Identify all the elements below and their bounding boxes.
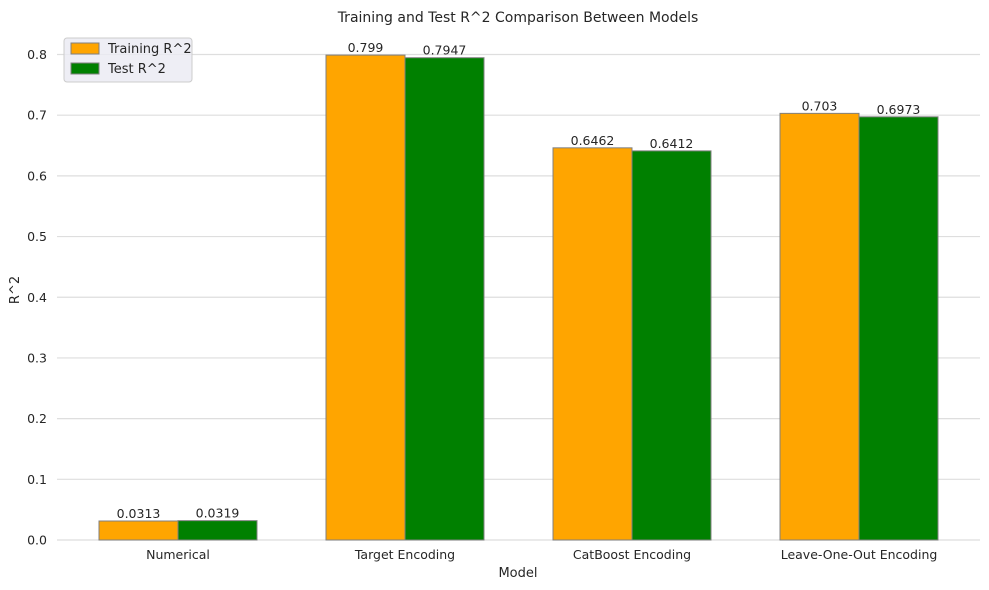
bar-test-2: [631, 150, 712, 541]
bar-value-label: 0.6462: [571, 133, 615, 148]
y-axis-ticks: 0.0 0.1 0.2 0.3 0.4 0.5 0.6 0.7 0.8: [27, 47, 47, 548]
bar-value-label: 0.0319: [196, 506, 240, 521]
bar-value-label: 0.6412: [650, 136, 694, 151]
legend-swatch-test: [70, 62, 100, 75]
bar-value-label: 0.6973: [877, 102, 921, 117]
y-tick-label: 0.6: [27, 168, 47, 183]
bar-test-1: [404, 57, 485, 541]
x-tick-label: CatBoost Encoding: [573, 547, 691, 562]
legend-swatch-training: [70, 42, 100, 55]
y-tick-label: 0.3: [27, 350, 47, 365]
legend-label-test: Test R^2: [107, 62, 166, 77]
legend-label-training: Training R^2: [107, 42, 192, 57]
bar-value-labels: 0.0313 0.799 0.6462 0.703 0.0319 0.7947 0.6412…: [117, 40, 921, 521]
y-tick-label: 0.1: [27, 472, 47, 487]
bar-value-label: 0.7947: [423, 43, 467, 58]
x-tick-label: Numerical: [146, 547, 210, 562]
bar-test-3: [858, 116, 939, 541]
bar-value-label: 0.0313: [117, 506, 161, 521]
gridlines: [57, 53, 980, 541]
y-tick-label: 0.4: [27, 290, 47, 305]
bar-training-3: [779, 112, 860, 541]
bar-value-label: 0.799: [348, 40, 384, 55]
x-axis-ticks: Numerical Target Encoding CatBoost Encodin…: [146, 547, 937, 562]
bar-training-1: [325, 54, 406, 541]
x-axis-label: Model: [498, 566, 537, 581]
bar-value-label: 0.703: [802, 98, 838, 113]
bars: [98, 54, 939, 541]
bar-test-0: [177, 520, 258, 541]
y-tick-label: 0.7: [27, 108, 47, 123]
bar-training-0: [98, 520, 179, 541]
x-tick-label: Leave-One-Out Encoding: [781, 547, 938, 562]
y-tick-label: 0.8: [27, 47, 47, 62]
bar-training-2: [552, 147, 633, 541]
y-tick-label: 0.2: [27, 411, 47, 426]
y-axis-label: R^2: [8, 276, 23, 304]
legend: Training R^2 Test R^2: [63, 37, 193, 83]
y-tick-label: 0.0: [27, 533, 47, 548]
chart-title: Training and Test R^2 Comparison Between…: [337, 10, 699, 26]
y-tick-label: 0.5: [27, 229, 47, 244]
x-tick-label: Target Encoding: [354, 547, 455, 562]
